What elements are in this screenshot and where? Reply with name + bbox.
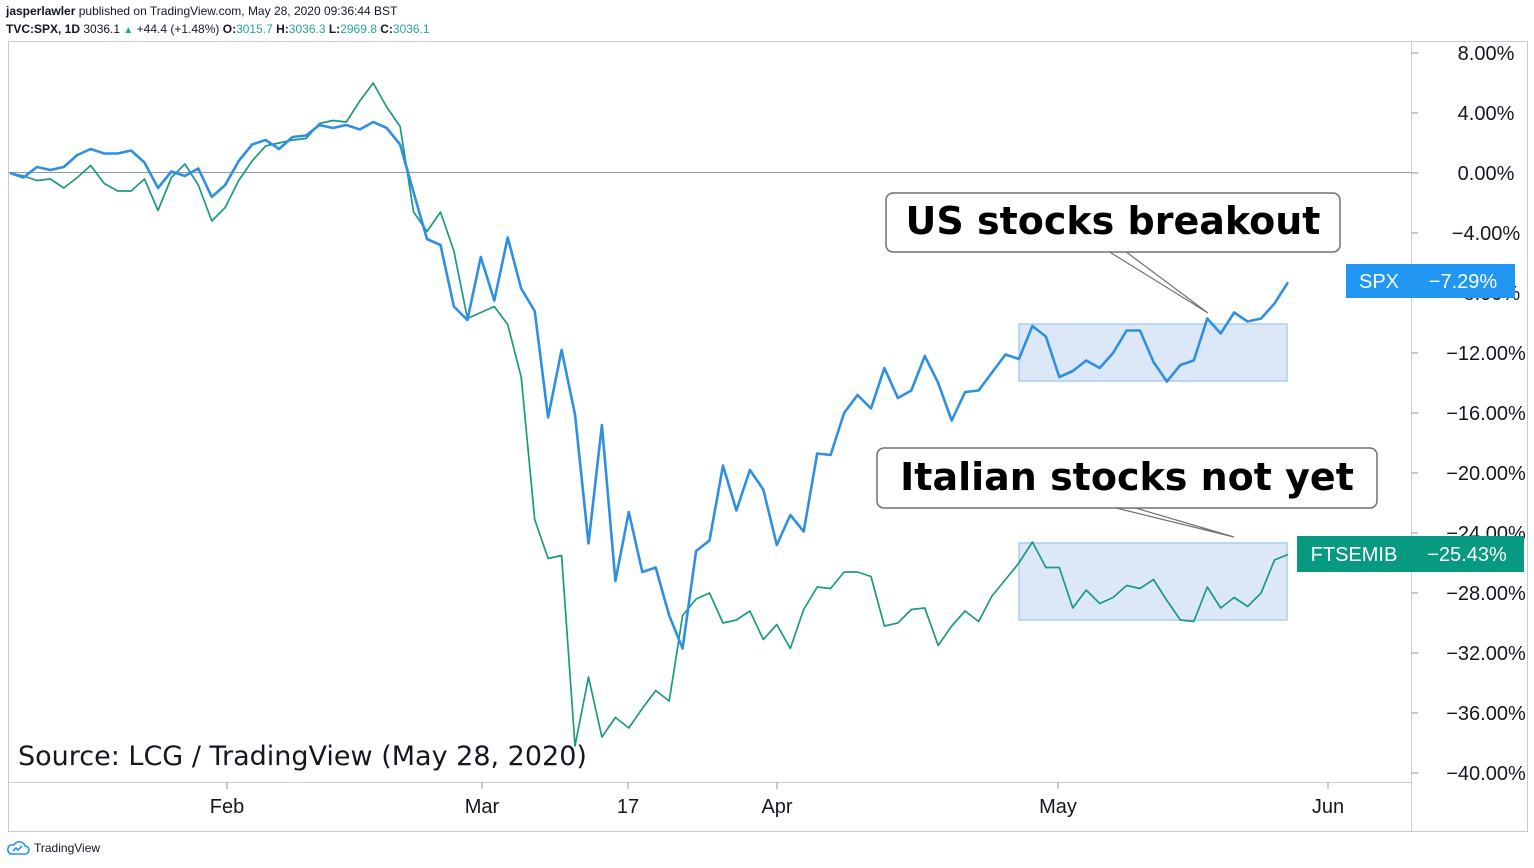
ftsemib-symbol-text: FTSEMIB: [1311, 544, 1398, 566]
ohlc-line: TVC:SPX, 1D 3036.1 ▲ +44.4 (+1.48%) O:30…: [6, 22, 430, 38]
spx-range-box: [1018, 323, 1288, 382]
ftsemib-series-line: [9, 82, 1289, 747]
close-value: 3036.1: [392, 22, 430, 36]
tradingview-logo[interactable]: TradingView: [6, 840, 100, 856]
y-tick-label: −16.00%: [1446, 403, 1526, 425]
open-value: 3015.7: [236, 22, 273, 36]
spx-series-line: [9, 120, 1290, 650]
callout-box-italy[interactable]: [876, 447, 1378, 509]
y-axis: 8.00%4.00%0.00%−4.00%−8.00%−12.00%−16.00…: [1411, 43, 1526, 785]
y-tick-label: −32.00%: [1446, 643, 1526, 665]
spx-symbol-text: SPX: [1359, 271, 1399, 293]
source-text: Source: LCG / TradingView (May 28, 2020): [18, 741, 587, 772]
symbol-label: TVC:SPX, 1D: [6, 22, 81, 36]
spx-value-tag: [1412, 264, 1515, 298]
open-label: O:: [222, 22, 237, 36]
spx-symbol-tag: [1346, 264, 1412, 298]
x-tick-label: Mar: [465, 796, 500, 818]
author-name[interactable]: jasperlawler: [6, 4, 76, 18]
y-tick-label: 0.00%: [1458, 163, 1515, 185]
x-tick-label: Feb: [210, 796, 244, 818]
y-tick-label: −40.00%: [1446, 763, 1526, 785]
x-axis: Feb Mar 17 Apr May Jun: [210, 782, 1344, 818]
x-tick-label: May: [1039, 796, 1077, 818]
high-label: H:: [276, 22, 289, 36]
up-triangle-icon: ▲: [123, 25, 134, 36]
y-tick-label: −20.00%: [1446, 463, 1526, 485]
change-value: +44.4 (+1.48%): [136, 22, 220, 36]
callout-text-us: US stocks breakout: [906, 199, 1321, 243]
spx-value-text: −7.29%: [1429, 271, 1498, 293]
x-tick-label: Jun: [1312, 796, 1344, 818]
close-label: C:: [380, 22, 393, 36]
callout-pointer-italy: [1111, 506, 1235, 538]
x-tick-label: 17: [617, 796, 639, 818]
ftsemib-value-text: −25.43%: [1427, 544, 1507, 566]
tradingview-brand: TradingView: [34, 841, 101, 855]
y-tick-label: 8.00%: [1458, 43, 1515, 65]
callout-pointer-us: [1105, 250, 1209, 314]
ftsemib-range-box: [1018, 542, 1288, 621]
low-label: L:: [328, 22, 341, 36]
y-tick-label: −12.00%: [1446, 343, 1526, 365]
y-tick-label: −28.00%: [1446, 583, 1526, 605]
ftsemib-symbol-tag: [1297, 536, 1412, 572]
series-layer: [9, 82, 1290, 747]
callout-text-italy: Italian stocks not yet: [900, 455, 1354, 499]
plot-frame: [8, 41, 1528, 832]
ftsemib-value-tag: [1412, 536, 1524, 572]
x-tick-label: Apr: [761, 796, 792, 818]
publish-info: jasperlawler published on TradingView.co…: [6, 4, 397, 19]
last-price: 3036.1: [83, 22, 121, 36]
high-value: 3036.3: [288, 22, 326, 36]
y-tick-label: −4.00%: [1452, 223, 1521, 245]
y-tick-label: −36.00%: [1446, 703, 1526, 725]
low-value: 2969.8: [340, 22, 377, 36]
callout-box-us[interactable]: [885, 192, 1341, 253]
tradingview-cloud-icon: [7, 841, 30, 855]
published-text: published on TradingView.com, May 28, 20…: [78, 4, 398, 18]
y-tick-label: 4.00%: [1458, 103, 1515, 125]
